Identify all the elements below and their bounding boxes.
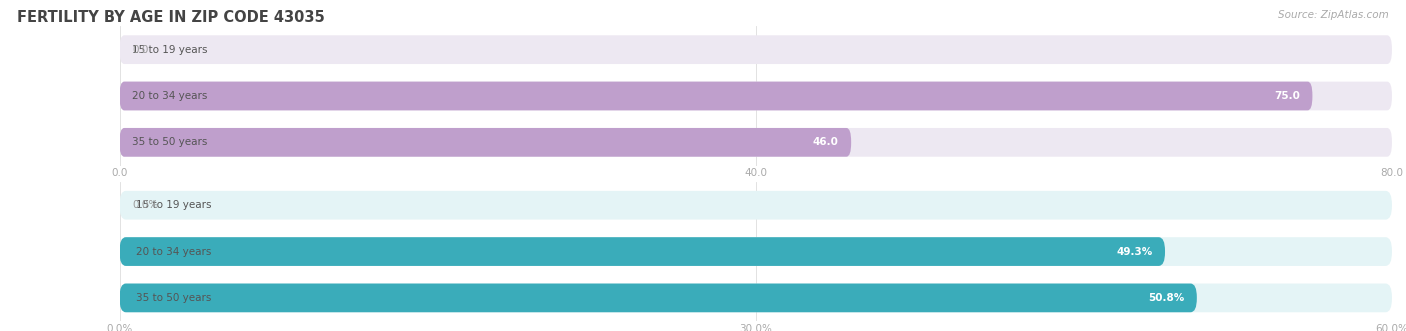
Text: 75.0: 75.0: [1274, 91, 1299, 101]
FancyBboxPatch shape: [120, 128, 1392, 157]
FancyBboxPatch shape: [120, 191, 1392, 219]
Text: 15 to 19 years: 15 to 19 years: [132, 45, 208, 55]
Text: 49.3%: 49.3%: [1116, 247, 1153, 257]
FancyBboxPatch shape: [120, 82, 1392, 110]
FancyBboxPatch shape: [120, 35, 1392, 64]
Text: 15 to 19 years: 15 to 19 years: [136, 200, 212, 210]
Text: FERTILITY BY AGE IN ZIP CODE 43035: FERTILITY BY AGE IN ZIP CODE 43035: [17, 10, 325, 25]
Text: 50.8%: 50.8%: [1147, 293, 1184, 303]
Text: 0.0%: 0.0%: [132, 200, 159, 210]
FancyBboxPatch shape: [120, 284, 1392, 312]
Text: 35 to 50 years: 35 to 50 years: [132, 137, 208, 147]
FancyBboxPatch shape: [120, 237, 1166, 266]
Text: Source: ZipAtlas.com: Source: ZipAtlas.com: [1278, 10, 1389, 20]
Text: 0.0: 0.0: [132, 45, 149, 55]
FancyBboxPatch shape: [120, 237, 1392, 266]
Text: 20 to 34 years: 20 to 34 years: [136, 247, 212, 257]
Text: 46.0: 46.0: [813, 137, 838, 147]
Text: 35 to 50 years: 35 to 50 years: [136, 293, 212, 303]
FancyBboxPatch shape: [120, 82, 1312, 110]
Text: 20 to 34 years: 20 to 34 years: [132, 91, 208, 101]
FancyBboxPatch shape: [120, 284, 1197, 312]
FancyBboxPatch shape: [120, 128, 851, 157]
